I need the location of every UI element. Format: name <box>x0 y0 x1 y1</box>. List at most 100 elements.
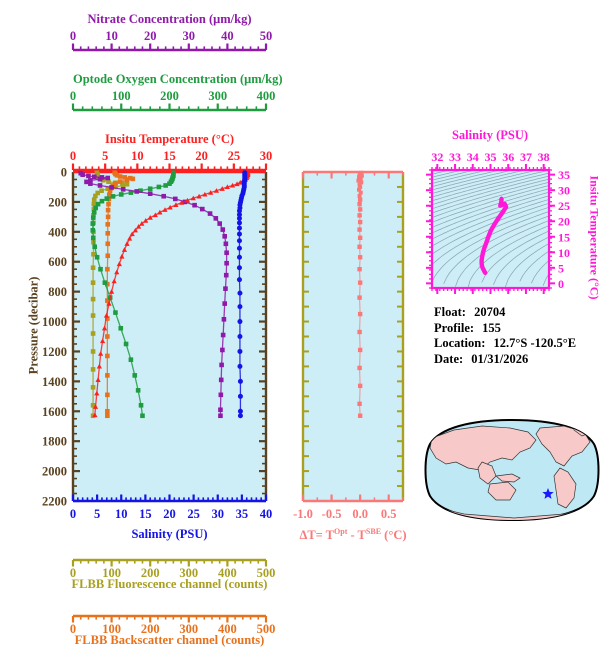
svg-text:300: 300 <box>208 89 227 103</box>
ts-temperature-title: Insitu Temperature (°C) <box>587 175 602 300</box>
svg-text:800: 800 <box>48 285 67 299</box>
oxygen-axis-title: Optode Oxygen Concentration (μm/kg) <box>73 72 283 86</box>
svg-text:0.5: 0.5 <box>381 507 397 521</box>
ts-salinity-title: Salinity (PSU) <box>451 128 529 142</box>
svg-text:100: 100 <box>102 622 121 636</box>
svg-text:34: 34 <box>467 150 479 164</box>
svg-text:0: 0 <box>70 29 76 43</box>
svg-text:35: 35 <box>485 150 497 164</box>
svg-text:15: 15 <box>139 507 152 521</box>
svg-text:0: 0 <box>70 149 76 163</box>
pressure-axis-label: Pressure (decibar) <box>26 276 41 375</box>
delta-t-title-unit: (°C) <box>381 528 407 543</box>
svg-text:25: 25 <box>187 507 200 521</box>
svg-text:30: 30 <box>183 29 196 43</box>
svg-text:1000: 1000 <box>42 315 67 329</box>
svg-text:2000: 2000 <box>42 465 67 479</box>
svg-text:37: 37 <box>520 150 532 164</box>
svg-text:400: 400 <box>48 225 67 239</box>
svg-text:200: 200 <box>141 622 160 636</box>
date-row: Date: 01/31/2026 <box>434 352 576 368</box>
svg-text:100: 100 <box>102 566 121 580</box>
svg-text:36: 36 <box>502 150 514 164</box>
svg-text:400: 400 <box>218 566 237 580</box>
svg-text:0: 0 <box>558 277 564 291</box>
series-delta-t <box>356 170 364 418</box>
svg-text:500: 500 <box>257 622 276 636</box>
svg-text:0: 0 <box>61 166 67 180</box>
svg-text:20: 20 <box>195 149 208 163</box>
delta-t-title-part1: ΔT= T <box>299 528 335 543</box>
svg-text:200: 200 <box>48 195 67 209</box>
profile-label: Profile: <box>434 320 475 335</box>
svg-text:25: 25 <box>228 149 241 163</box>
svg-text:100: 100 <box>112 89 131 103</box>
temperature-axis-title: Insitu Temperature (°C) <box>104 132 235 146</box>
svg-text:0: 0 <box>70 566 76 580</box>
delta-t-title-sup-sbe: SBE <box>365 527 382 536</box>
svg-text:400: 400 <box>218 622 237 636</box>
svg-text:1600: 1600 <box>42 405 67 419</box>
float-row: Float: 20704 <box>434 305 576 321</box>
svg-text:32: 32 <box>431 150 443 164</box>
svg-text:-0.5: -0.5 <box>322 507 342 521</box>
world-map-inset[interactable] <box>424 418 600 522</box>
ts-curve <box>479 196 509 275</box>
fluorescence-axis-svg: 0 100 200 300 400 500 <box>70 558 275 580</box>
fluorescence-axis-title: FLBB Fluorescence channel (counts) <box>71 577 268 591</box>
metadata-block: Float: 20704 Profile: 155 Location: 12.7… <box>434 305 576 367</box>
delta-t-title-part2: - T <box>347 528 366 543</box>
svg-text:10: 10 <box>558 246 570 260</box>
delta-plot-area <box>303 172 403 501</box>
profile-value: 155 <box>482 320 501 335</box>
svg-text:-1.0: -1.0 <box>293 507 313 521</box>
svg-text:30: 30 <box>558 184 570 198</box>
fluorescence-axis-group: 0 100 200 300 400 500 FLBB Fluorescence chann… <box>0 552 609 592</box>
oxygen-axis-svg: 0 100 200 300 400 <box>70 89 275 112</box>
svg-text:20: 20 <box>163 507 176 521</box>
series-nitrate <box>78 170 229 419</box>
nitrate-axis-title: Nitrate Concentration (μm/kg) <box>87 12 252 26</box>
svg-text:10: 10 <box>115 507 128 521</box>
float-value: 20704 <box>474 305 506 319</box>
svg-text:0: 0 <box>70 89 76 103</box>
date-value: 01/31/2026 <box>471 351 529 366</box>
svg-text:1800: 1800 <box>42 435 67 449</box>
svg-text:0: 0 <box>70 622 76 636</box>
temperature-axis-group: Insitu Temperature (°C) 0 5 10 15 20 25 30 <box>0 132 609 172</box>
location-value: 12.7°S -120.5°E <box>493 336 577 350</box>
svg-text:30: 30 <box>260 149 273 163</box>
svg-text:25: 25 <box>558 199 570 213</box>
backscatter-axis-group: 0 100 200 300 400 500 FLBB Backscatter channe… <box>0 608 609 653</box>
svg-text:5: 5 <box>94 507 100 521</box>
svg-text:5: 5 <box>102 149 108 163</box>
svg-text:30: 30 <box>212 507 225 521</box>
svg-text:50: 50 <box>260 29 273 43</box>
float-location-star <box>542 488 554 499</box>
svg-text:20: 20 <box>558 215 570 229</box>
svg-text:10: 10 <box>105 29 118 43</box>
svg-text:35: 35 <box>558 168 570 182</box>
svg-text:40: 40 <box>221 29 234 43</box>
svg-text:15: 15 <box>163 149 176 163</box>
svg-text:20: 20 <box>144 29 157 43</box>
svg-text:5: 5 <box>558 261 564 275</box>
svg-text:200: 200 <box>160 89 179 103</box>
nitrate-axis-group: Nitrate Concentration (μm/kg) 0 10 20 30 40 5… <box>0 12 609 60</box>
svg-text:200: 200 <box>141 566 160 580</box>
svg-text:300: 300 <box>179 622 198 636</box>
float-label: Float: <box>434 305 466 319</box>
series-optode <box>90 170 176 419</box>
profile-row: Profile: 155 <box>434 321 576 337</box>
svg-text:0.0: 0.0 <box>352 507 368 521</box>
svg-text:15: 15 <box>558 230 570 244</box>
oxygen-axis-group: Optode Oxygen Concentration (μm/kg) 0 100… <box>0 72 609 120</box>
svg-text:38: 38 <box>538 150 550 164</box>
svg-text:0: 0 <box>70 507 76 521</box>
delta-t-title-sup-opt: Opt <box>334 527 348 536</box>
svg-text:2200: 2200 <box>42 495 67 509</box>
nitrate-axis-svg: 0 10 20 30 40 50 <box>70 29 273 52</box>
svg-text:1200: 1200 <box>42 345 67 359</box>
